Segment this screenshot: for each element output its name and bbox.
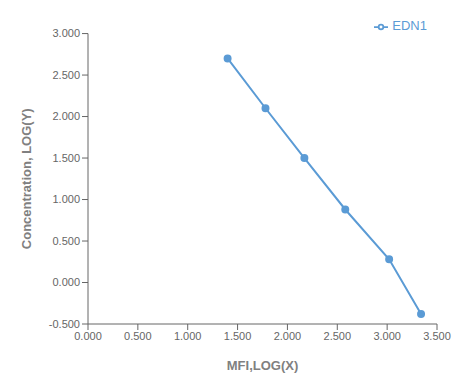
svg-text:MFI,LOG(X): MFI,LOG(X) bbox=[227, 358, 299, 373]
svg-text:0.000: 0.000 bbox=[52, 276, 80, 288]
svg-text:0.500: 0.500 bbox=[52, 235, 80, 247]
svg-text:Concentration, LOG(Y): Concentration, LOG(Y) bbox=[19, 108, 34, 249]
svg-text:1.500: 1.500 bbox=[224, 330, 252, 342]
svg-text:0.000: 0.000 bbox=[74, 330, 102, 342]
svg-text:2.500: 2.500 bbox=[52, 69, 80, 81]
html-text:EDN1: EDN1 bbox=[392, 18, 427, 33]
svg-text:2.000: 2.000 bbox=[52, 110, 80, 122]
svg-text:1.000: 1.000 bbox=[52, 193, 80, 205]
svg-text:2.500: 2.500 bbox=[324, 330, 352, 342]
svg-text:1.500: 1.500 bbox=[52, 152, 80, 164]
svg-text:-0.500: -0.500 bbox=[49, 318, 80, 330]
svg-text:0.500: 0.500 bbox=[124, 330, 152, 342]
svg-text:3.000: 3.000 bbox=[52, 27, 80, 39]
svg-text:1.000: 1.000 bbox=[174, 330, 202, 342]
svg-text:3.500: 3.500 bbox=[423, 330, 451, 342]
svg-text:2.000: 2.000 bbox=[274, 330, 302, 342]
svg-text:3.000: 3.000 bbox=[373, 330, 401, 342]
